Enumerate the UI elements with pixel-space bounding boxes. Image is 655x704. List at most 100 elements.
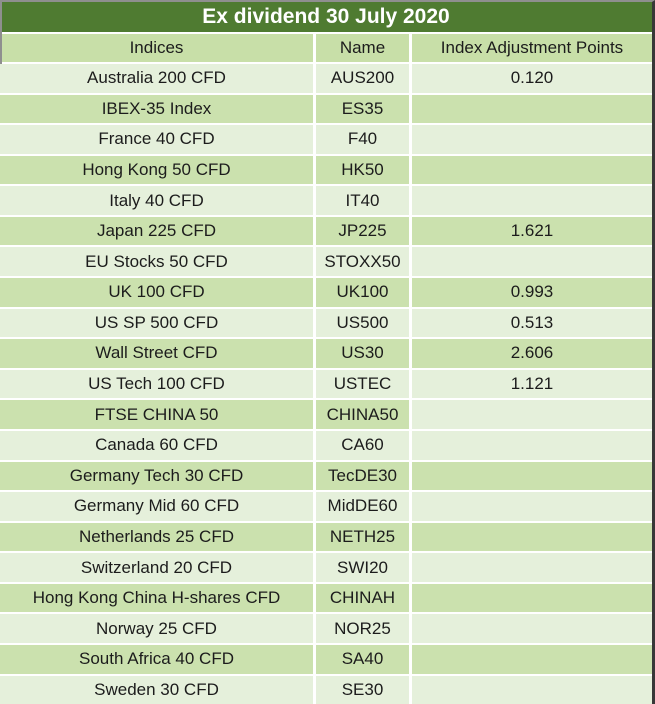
column-header-indices: Indices xyxy=(0,34,316,62)
indices-value: UK 100 CFD xyxy=(108,282,205,302)
name-value: SA40 xyxy=(341,649,384,669)
points-cell: 1.121 xyxy=(412,369,652,399)
name-value: SWI20 xyxy=(336,557,389,577)
name-cell: NETH25 xyxy=(316,522,412,552)
indices-value: US Tech 100 CFD xyxy=(88,374,225,394)
table-row: Germany Mid 60 CFD MidDE60 xyxy=(0,492,652,523)
points-cell: 1.621 xyxy=(412,216,652,246)
name-value: ES35 xyxy=(341,98,384,118)
points-cell xyxy=(412,492,652,521)
table-row: Hong Kong 50 CFD HK50 xyxy=(0,155,652,187)
indices-value: France 40 CFD xyxy=(98,129,215,149)
name-cell: USTEC xyxy=(316,369,412,399)
name-value: CHINAH xyxy=(329,588,396,608)
points-cell xyxy=(412,522,652,552)
points-cell xyxy=(412,430,652,460)
points-value: 2.606 xyxy=(510,343,554,363)
indices-value: Netherlands 25 CFD xyxy=(79,526,234,546)
indices-cell: Hong Kong China H-shares CFD xyxy=(0,583,316,613)
table-row: Norway 25 CFD NOR25 xyxy=(0,614,652,645)
indices-cell: Hong Kong 50 CFD xyxy=(0,155,316,185)
points-cell xyxy=(412,644,652,674)
indices-value: Sweden 30 CFD xyxy=(94,679,219,699)
name-cell: CHINAH xyxy=(316,583,412,613)
indices-cell: US SP 500 CFD xyxy=(0,308,316,338)
name-cell: ES35 xyxy=(316,94,412,124)
indices-cell: Netherlands 25 CFD xyxy=(0,522,316,552)
table-title: Ex dividend 30 July 2020 xyxy=(202,5,450,28)
name-value: F40 xyxy=(347,129,378,149)
name-value: JP225 xyxy=(338,221,387,241)
table-row: Italy 40 CFD IT40 xyxy=(0,186,652,217)
table-row: Switzerland 20 CFD SWI20 xyxy=(0,553,652,584)
table-row: South Africa 40 CFD SA40 xyxy=(0,644,652,676)
name-value: HK50 xyxy=(341,160,384,180)
table-row: Germany Tech 30 CFD TecDE30 xyxy=(0,461,652,493)
column-header-name: Name xyxy=(316,34,412,62)
points-cell xyxy=(412,400,652,429)
indices-value: Italy 40 CFD xyxy=(109,190,204,210)
points-value: 1.121 xyxy=(510,374,554,394)
indices-value: Australia 200 CFD xyxy=(87,68,226,88)
name-value: NOR25 xyxy=(334,618,391,638)
table-row: FTSE CHINA 50 CHINA50 xyxy=(0,400,652,431)
name-cell: TecDE30 xyxy=(316,461,412,491)
indices-cell: Japan 225 CFD xyxy=(0,216,316,246)
indices-value: IBEX-35 Index xyxy=(101,98,212,118)
indices-value: Canada 60 CFD xyxy=(95,435,218,455)
points-cell xyxy=(412,675,652,704)
name-cell: US500 xyxy=(316,308,412,338)
name-cell: SWI20 xyxy=(316,553,412,582)
name-value: STOXX50 xyxy=(324,251,401,271)
column-header-label: Index Adjustment Points xyxy=(440,38,624,57)
table-row: Canada 60 CFD CA60 xyxy=(0,430,652,462)
table-row: UK 100 CFD UK100 0.993 xyxy=(0,278,652,309)
table-row: Sweden 30 CFD SE30 xyxy=(0,675,652,704)
points-cell xyxy=(412,186,652,215)
points-cell xyxy=(412,247,652,277)
name-value: USTEC xyxy=(333,374,392,394)
name-cell: IT40 xyxy=(316,186,412,215)
table-body: Australia 200 CFD AUS200 0.120 IBEX-35 I… xyxy=(0,64,652,704)
indices-cell: France 40 CFD xyxy=(0,125,316,154)
indices-cell: US Tech 100 CFD xyxy=(0,369,316,399)
points-cell: 2.606 xyxy=(412,339,652,368)
name-cell: SA40 xyxy=(316,644,412,674)
table-row: EU Stocks 50 CFD STOXX50 xyxy=(0,247,652,279)
indices-value: Switzerland 20 CFD xyxy=(80,557,233,577)
points-cell: 0.993 xyxy=(412,278,652,307)
table-row: Wall Street CFD US30 2.606 xyxy=(0,339,652,370)
table-row: France 40 CFD F40 xyxy=(0,125,652,156)
points-cell xyxy=(412,155,652,185)
name-value: MidDE60 xyxy=(327,496,398,516)
name-cell: UK100 xyxy=(316,278,412,307)
points-value: 0.120 xyxy=(510,68,554,88)
points-cell: 0.513 xyxy=(412,308,652,338)
table-title-bar: Ex dividend 30 July 2020 xyxy=(0,2,652,34)
points-cell xyxy=(412,125,652,154)
table-row: Australia 200 CFD AUS200 0.120 xyxy=(0,64,652,95)
points-value: 0.993 xyxy=(510,282,554,302)
indices-value: Hong Kong China H-shares CFD xyxy=(32,588,281,608)
name-cell: STOXX50 xyxy=(316,247,412,277)
indices-cell: Canada 60 CFD xyxy=(0,430,316,460)
points-cell xyxy=(412,614,652,643)
column-header-points: Index Adjustment Points xyxy=(412,34,652,62)
indices-value: Hong Kong 50 CFD xyxy=(82,160,231,180)
points-value: 0.513 xyxy=(510,312,554,332)
name-cell: F40 xyxy=(316,125,412,154)
indices-cell: FTSE CHINA 50 xyxy=(0,400,316,429)
points-value: 1.621 xyxy=(510,221,554,241)
name-value: US30 xyxy=(341,343,384,363)
table-header-row: Indices Name Index Adjustment Points xyxy=(0,34,652,64)
indices-value: US SP 500 CFD xyxy=(94,312,219,332)
name-value: AUS200 xyxy=(330,68,395,88)
indices-value: South Africa 40 CFD xyxy=(79,649,234,669)
name-cell: SE30 xyxy=(316,675,412,704)
table-row: Netherlands 25 CFD NETH25 xyxy=(0,522,652,554)
indices-cell: IBEX-35 Index xyxy=(0,94,316,124)
name-value: CHINA50 xyxy=(326,404,399,424)
name-value: TecDE30 xyxy=(328,465,397,485)
indices-cell: Italy 40 CFD xyxy=(0,186,316,215)
